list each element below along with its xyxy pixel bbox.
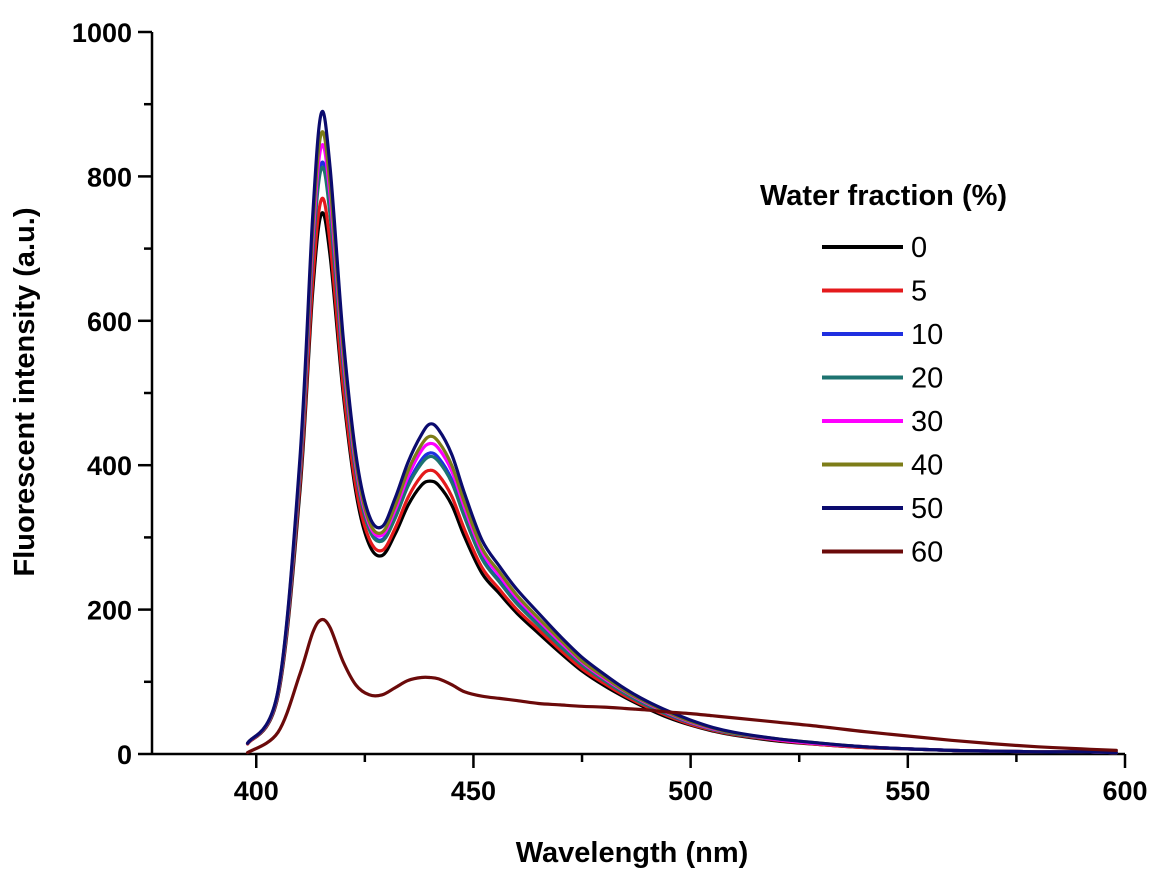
legend-items: 0 5 10 20 30 40 50 60 — [822, 232, 943, 569]
x-ticks: 400 450 500 550 600 — [234, 754, 1148, 806]
series-line-20 — [248, 167, 1117, 752]
x-tick-label: 550 — [885, 776, 930, 806]
legend-label-20: 20 — [911, 363, 943, 395]
y-tick-label: 0 — [117, 740, 132, 770]
x-axis-title: Wavelength (nm) — [516, 837, 749, 869]
series-line-60 — [248, 620, 1117, 753]
legend-label-50: 50 — [911, 493, 943, 525]
y-tick-label: 1000 — [72, 18, 132, 48]
x-tick-label: 400 — [234, 776, 279, 806]
y-ticks: 0 200 400 600 800 1000 — [72, 18, 152, 770]
legend-label-10: 10 — [911, 319, 943, 351]
legend-label-0: 0 — [911, 232, 927, 264]
x-tick-label: 600 — [1102, 776, 1147, 806]
legend: Water fraction (%) 0 5 10 20 30 40 50 60 — [760, 180, 1007, 569]
legend-label-5: 5 — [911, 276, 927, 308]
series-line-0 — [248, 213, 1117, 753]
y-tick-label: 600 — [87, 307, 132, 337]
x-tick-label: 500 — [668, 776, 713, 806]
y-axis-title: Fluorescent intensity (a.u.) — [9, 208, 41, 577]
x-tick-label: 450 — [451, 776, 496, 806]
y-tick-label: 200 — [87, 596, 132, 626]
series-line-5 — [248, 198, 1117, 752]
series-line-10 — [248, 162, 1117, 753]
legend-label-30: 30 — [911, 406, 943, 438]
y-tick-label: 800 — [87, 162, 132, 192]
legend-label-40: 40 — [911, 450, 943, 482]
legend-label-60: 60 — [911, 537, 943, 569]
series-line-30 — [248, 145, 1117, 753]
series-line-40 — [248, 132, 1117, 753]
y-tick-label: 400 — [87, 451, 132, 481]
legend-title: Water fraction (%) — [760, 180, 1007, 212]
